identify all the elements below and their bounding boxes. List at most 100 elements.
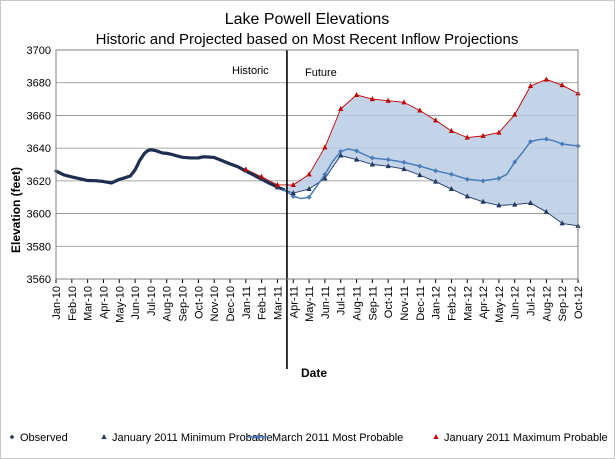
point-maximum — [496, 129, 502, 135]
point-minimum — [464, 193, 470, 199]
x-tick-label: Dec-11 — [415, 286, 427, 321]
x-tick-label: Jan-10 — [51, 286, 63, 320]
point-minimum — [559, 220, 565, 226]
x-tick-label: Jul-11 — [336, 286, 348, 315]
point-maximum — [417, 107, 423, 113]
point-most-probable — [464, 176, 470, 182]
annotation-historic: Historic — [232, 65, 269, 77]
legend-marker-triangle — [101, 434, 107, 439]
point-maximum — [243, 166, 249, 172]
chart-title: Lake Powell Elevations — [225, 11, 390, 28]
x-tick-label: Mar-11 — [272, 286, 284, 320]
y-tick-label: 3640 — [27, 143, 51, 155]
point-maximum — [480, 132, 486, 138]
point-maximum — [274, 181, 281, 187]
y-tick-label: 3560 — [27, 274, 51, 286]
x-tick-label: Oct-10 — [193, 286, 205, 319]
point-maximum — [322, 144, 328, 150]
point-maximum — [527, 82, 534, 88]
point-minimum — [448, 186, 455, 192]
point-minimum — [338, 152, 344, 158]
x-tick-label: May-11 — [304, 286, 316, 322]
point-most-probable — [369, 155, 375, 161]
y-axis-title: Elevation (feet) — [9, 167, 23, 253]
x-tick-label: Sep-11 — [367, 286, 379, 321]
series-line-observed — [54, 148, 286, 192]
legend-marker-dot — [10, 435, 14, 439]
x-tick-label: May-10 — [114, 286, 126, 323]
point-most-probable — [417, 163, 423, 169]
point-most-probable — [306, 194, 312, 200]
point-most-probable — [354, 148, 360, 154]
point-maximum — [385, 97, 391, 103]
point-most-probable — [401, 159, 407, 165]
x-tick-label: Jun-12 — [510, 286, 522, 320]
point-most-probable — [433, 168, 439, 174]
point-minimum — [290, 190, 296, 196]
point-maximum — [559, 82, 565, 88]
point-maximum — [353, 91, 360, 97]
x-tick-label: Jul-10 — [146, 286, 158, 316]
point-minimum — [543, 208, 549, 214]
x-tick-label: Aug-10 — [162, 286, 174, 321]
point-most-probable — [480, 178, 486, 184]
point-maximum — [401, 99, 407, 105]
point-minimum — [401, 166, 407, 172]
point-most-probable — [322, 171, 328, 177]
point-maximum — [306, 171, 312, 177]
x-tick-label: Jan-12 — [431, 286, 443, 320]
point-most-probable — [290, 193, 296, 199]
chart-subtitle: Historic and Projected based on Most Rec… — [96, 31, 519, 48]
point-maximum — [290, 181, 296, 187]
y-tick-label: 3680 — [27, 78, 51, 90]
point-minimum — [496, 202, 502, 208]
x-tick-label: Jun-10 — [130, 286, 142, 320]
series-line-maximum — [245, 78, 579, 186]
point-minimum — [322, 175, 328, 181]
legend-label: Observed — [20, 432, 68, 444]
x-tick-label: Jun-11 — [320, 286, 332, 319]
point-maximum — [464, 134, 470, 140]
x-tick-label: Apr-10 — [98, 286, 110, 319]
x-tick-label: Nov-11 — [399, 286, 411, 321]
point-maximum — [369, 96, 375, 102]
point-minimum — [527, 199, 534, 205]
annotation-future: Future — [305, 67, 337, 79]
x-tick-label: Oct-11 — [383, 286, 395, 318]
x-tick-label: Feb-10 — [67, 286, 79, 321]
x-tick-label: Jan-11 — [241, 286, 253, 319]
point-maximum — [433, 117, 439, 123]
x-tick-label: Aug-11 — [352, 286, 364, 321]
probable-range-band — [286, 79, 578, 226]
point-minimum — [353, 156, 360, 162]
x-tick-label: Aug-12 — [541, 286, 553, 321]
legend-label: March 2011 Most Probable — [272, 432, 403, 444]
series-line-minimum — [245, 155, 579, 227]
y-tick-label: 3700 — [27, 45, 51, 57]
x-tick-label: Apr-11 — [288, 286, 300, 318]
point-maximum — [259, 173, 265, 179]
x-tick-label: Dec-10 — [225, 286, 237, 321]
x-tick-label: Apr-12 — [478, 286, 490, 319]
point-minimum — [433, 178, 439, 184]
point-maximum — [338, 105, 344, 111]
point-most-probable — [559, 141, 565, 147]
legend-label: January 2011 Minimum Probable — [112, 432, 273, 444]
plot-border — [55, 49, 579, 280]
point-minimum — [306, 186, 312, 192]
point-most-probable — [448, 171, 454, 177]
point-most-probable — [496, 175, 502, 181]
point-minimum — [385, 163, 391, 169]
point-most-probable — [338, 148, 344, 154]
legend-marker-triangle — [433, 434, 439, 439]
x-tick-label: Nov-10 — [209, 286, 221, 321]
x-tick-label: Feb-11 — [257, 286, 269, 320]
x-tick-label: Mar-12 — [462, 286, 474, 321]
point-minimum — [512, 201, 518, 207]
legend: Observed January 2011 Minimum Probable Mar… — [10, 432, 608, 444]
y-tick-label: 3660 — [27, 110, 51, 122]
point-most-probable — [543, 136, 549, 142]
x-tick-label: Mar-10 — [83, 286, 95, 321]
